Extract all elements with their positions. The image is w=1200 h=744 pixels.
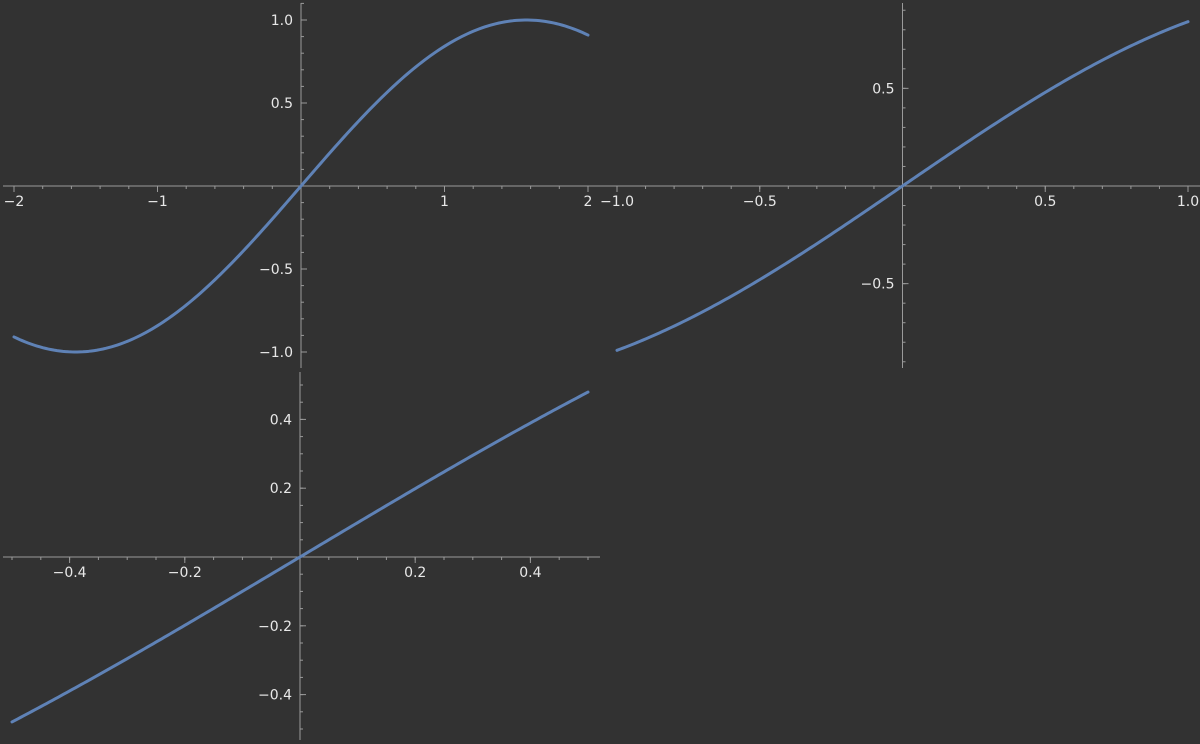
y-tick-label: −0.5 [259,262,293,278]
y-tick-label: −0.2 [258,619,292,635]
x-tick-label: −0.4 [53,565,87,581]
y-tick-label: 0.4 [270,412,292,428]
series-line [12,18,590,354]
y-tick-label: −0.4 [258,688,292,704]
y-tick-label: −1.0 [259,345,293,361]
y-tick-label: 0.5 [872,81,894,97]
sine-plot-panel: −2 −1 1 2 −1.0 −0.5 0.5 1.0 [3,2,600,368]
y-tick-label: 1.0 [271,13,293,29]
x-tick-label: 1.0 [1177,194,1199,210]
second-plot-panel: −1.0 −0.5 0.5 1.0 −0.5 0.5 [600,3,1200,368]
y-tick-label: −0.5 [861,277,895,293]
x-tick-label: −1 [147,194,168,210]
series-line [10,390,590,724]
series-line [615,20,1190,352]
x-tick-label: −0.2 [168,565,202,581]
x-tick-label: 1 [440,194,449,210]
x-tick-label: 0.2 [404,565,426,581]
x-tick-label: −2 [4,194,25,210]
x-tick-label: 0.4 [519,565,541,581]
x-tick-label: −0.5 [743,194,777,210]
x-tick-label: −1.0 [600,194,634,210]
x-tick-label: 0.5 [1034,194,1056,210]
x-tick-label: 2 [584,194,593,210]
third-plot-panel: −0.4 −0.2 0.2 0.4 −0.4 −0.2 0.2 0.4 [3,372,600,740]
y-tick-label: 0.2 [270,481,292,497]
y-tick-label: 0.5 [271,96,293,112]
